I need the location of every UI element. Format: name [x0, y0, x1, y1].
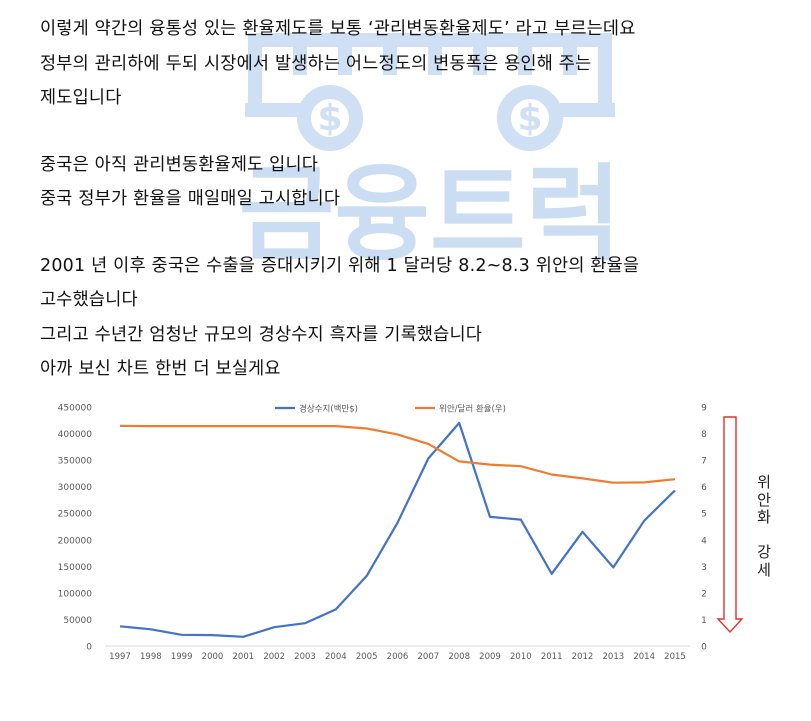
y-right-tick-label: 4 [701, 536, 707, 546]
legend-label: 경상수지(백만$) [299, 404, 358, 415]
x-tick-label: 2011 [541, 652, 563, 662]
y-right-tick-label: 3 [701, 563, 707, 573]
down-arrow-annotation [716, 416, 744, 634]
x-tick-label: 2014 [633, 652, 655, 662]
document-body: 이렇게 약간의 융통성 있는 환율제도를 보통 ‘관리변동환율제도’ 라고 부르… [40, 12, 810, 387]
y-left-tick-label: 300000 [58, 483, 93, 493]
watermark-logo: $ $ 금융트럭 [239, 33, 622, 270]
y-right-tick-label: 0 [701, 643, 707, 653]
annotation-char: 안 [757, 491, 771, 509]
annotation-char: 화 [757, 508, 771, 526]
paragraph-2-line-2: 중국 정부가 환율을 매일매일 고시합니다 [40, 189, 341, 209]
paragraph-3-line-2: 고수했습니다 [40, 290, 138, 310]
current-account-series-line [119, 421, 676, 638]
watermark-text: 금융트럭 [239, 153, 622, 270]
y-left-tick-label: 400000 [58, 430, 93, 440]
x-tick-label: 2013 [603, 652, 625, 662]
annotation-char: 강 [757, 543, 771, 561]
y-left-tick-label: 100000 [58, 589, 93, 599]
paragraph-1-line-3: 제도입니다 [40, 88, 122, 108]
y-right-tick-label: 1 [701, 616, 707, 626]
y-right-tick-label: 5 [701, 510, 707, 520]
paragraph-3-line-1: 2001 년 이후 중국은 수출을 증대시키기 위해 1 달러당 8.2~8.3… [40, 255, 640, 276]
chart-container: 0 50000 100000 150000 200000 250000 300000 3500… [0, 395, 811, 717]
x-tick-label: 2001 [233, 652, 255, 662]
paragraph-3-line-3: 그리고 수년간 엄청난 규모의 경상수지 흑자를 기록했습니다 [40, 324, 483, 345]
y-right-tick-label: 6 [701, 483, 707, 493]
x-tick-label: 2008 [448, 652, 470, 662]
x-tick-label: 2010 [510, 652, 532, 662]
y-left-tick-label: 0 [86, 643, 92, 653]
x-tick-label: 2006 [387, 652, 409, 662]
x-tick-label: 1999 [171, 652, 193, 662]
paragraph-1-line-2: 정부의 관리하에 두되 시장에서 발생하는 어느정도의 변동폭은 용인해 주는 [40, 53, 592, 74]
legend-label: 위안/달러 환율(우) [439, 404, 506, 415]
y-right-tick-label: 7 [701, 457, 707, 467]
x-tick-label: 2004 [325, 652, 347, 662]
y-right-tick-label: 9 [701, 404, 707, 414]
x-tick-label: 2003 [294, 652, 316, 662]
y-left-tick-label: 250000 [58, 510, 93, 520]
paragraph-2-line-1: 중국은 아직 관리변동환율제도 입니다 [40, 154, 319, 175]
y-left-tick-label: 450000 [58, 404, 93, 414]
x-tick-label: 2005 [356, 652, 378, 662]
x-tick-label: 1997 [109, 652, 131, 662]
svg-text:$: $ [517, 98, 542, 139]
y-left-tick-label: 350000 [58, 457, 93, 467]
svg-text:$: $ [317, 98, 342, 139]
y-left-tick-label: 50000 [63, 616, 92, 626]
exchange-rate-series-line [119, 424, 676, 484]
x-tick-label: 2007 [418, 652, 440, 662]
x-tick-label: 2009 [479, 652, 501, 662]
x-tick-label: 2015 [664, 652, 686, 662]
y-left-tick-label: 150000 [58, 563, 93, 573]
x-tick-label: 2002 [263, 652, 285, 662]
y-right-tick-label: 2 [701, 589, 707, 599]
x-tick-label: 2000 [202, 652, 224, 662]
paragraph-3-line-4: 아까 보신 차트 한번 더 보실게요 [40, 359, 281, 379]
current-account-exchange-rate-chart: 0 50000 100000 150000 200000 250000 300000 3500… [58, 404, 771, 663]
x-tick-label: 2012 [572, 652, 594, 662]
y-left-tick-label: 200000 [58, 536, 93, 546]
x-tick-label: 1998 [140, 652, 162, 662]
annotation-char: 세 [757, 561, 771, 579]
y-right-tick-label: 8 [701, 430, 707, 440]
annotation-char: 위 [757, 473, 771, 491]
paragraph-1-line-1: 이렇게 약간의 융통성 있는 환율제도를 보통 ‘관리변동환율제도’ 라고 부르… [40, 19, 636, 39]
